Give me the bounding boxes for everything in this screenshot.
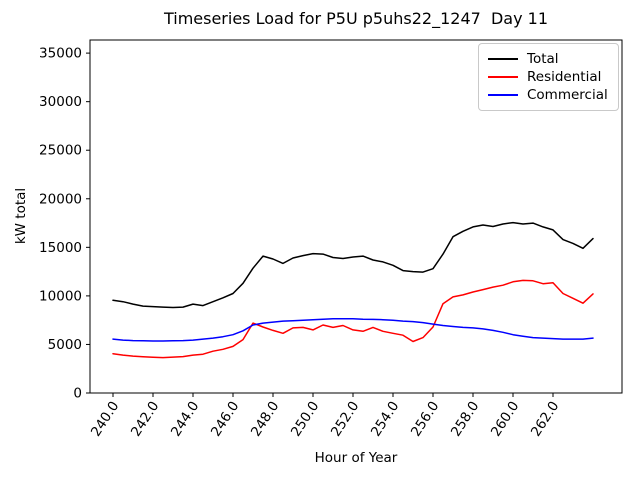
y-tick-label: 30000 <box>39 94 82 110</box>
plot-frame <box>89 39 623 394</box>
y-tick-label: 25000 <box>39 143 82 159</box>
legend-label-residential: Residential <box>527 69 602 85</box>
x-tick-label: 242.0 <box>128 398 162 439</box>
legend-entry-total: Total <box>488 50 609 68</box>
legend-line-sample-total <box>488 58 518 60</box>
x-tick-label: 258.0 <box>448 398 482 439</box>
x-tick-label: 252.0 <box>328 398 362 439</box>
y-tick-label: 10000 <box>39 288 82 304</box>
legend-entry-residential: Residential <box>488 68 609 86</box>
x-tick-label: 254.0 <box>368 398 402 439</box>
x-tick-label: 262.0 <box>528 398 562 439</box>
x-tick-label: 260.0 <box>488 398 522 439</box>
legend-label-total: Total <box>527 51 559 67</box>
x-tick-label: 244.0 <box>168 398 202 439</box>
x-tick-label: 240.0 <box>88 398 122 439</box>
legend-label-commercial: Commercial <box>527 87 608 103</box>
x-tick-label: 256.0 <box>408 398 442 439</box>
y-tick-label: 0 <box>73 386 82 402</box>
x-tick-label: 250.0 <box>288 398 322 439</box>
legend-entry-commercial: Commercial <box>488 86 609 104</box>
chart-title: Timeseries Load for P5U p5uhs22_1247 Day… <box>163 9 549 28</box>
y-tick-label: 5000 <box>48 337 82 353</box>
legend: Total Residential Commercial <box>478 43 619 111</box>
y-tick-label: 35000 <box>39 46 82 62</box>
x-axis-label: Hour of Year <box>314 450 398 466</box>
legend-line-sample-commercial <box>488 94 518 96</box>
series-line-total <box>112 221 594 309</box>
y-axis-label: kW total <box>13 187 29 245</box>
series-line-residential <box>112 279 594 359</box>
y-tick-label: 20000 <box>39 191 82 207</box>
x-tick-label: 246.0 <box>208 398 242 439</box>
x-tick-label: 248.0 <box>248 398 282 439</box>
legend-line-sample-residential <box>488 76 518 78</box>
series-line-commercial <box>112 317 594 342</box>
y-tick-label: 15000 <box>39 240 82 256</box>
